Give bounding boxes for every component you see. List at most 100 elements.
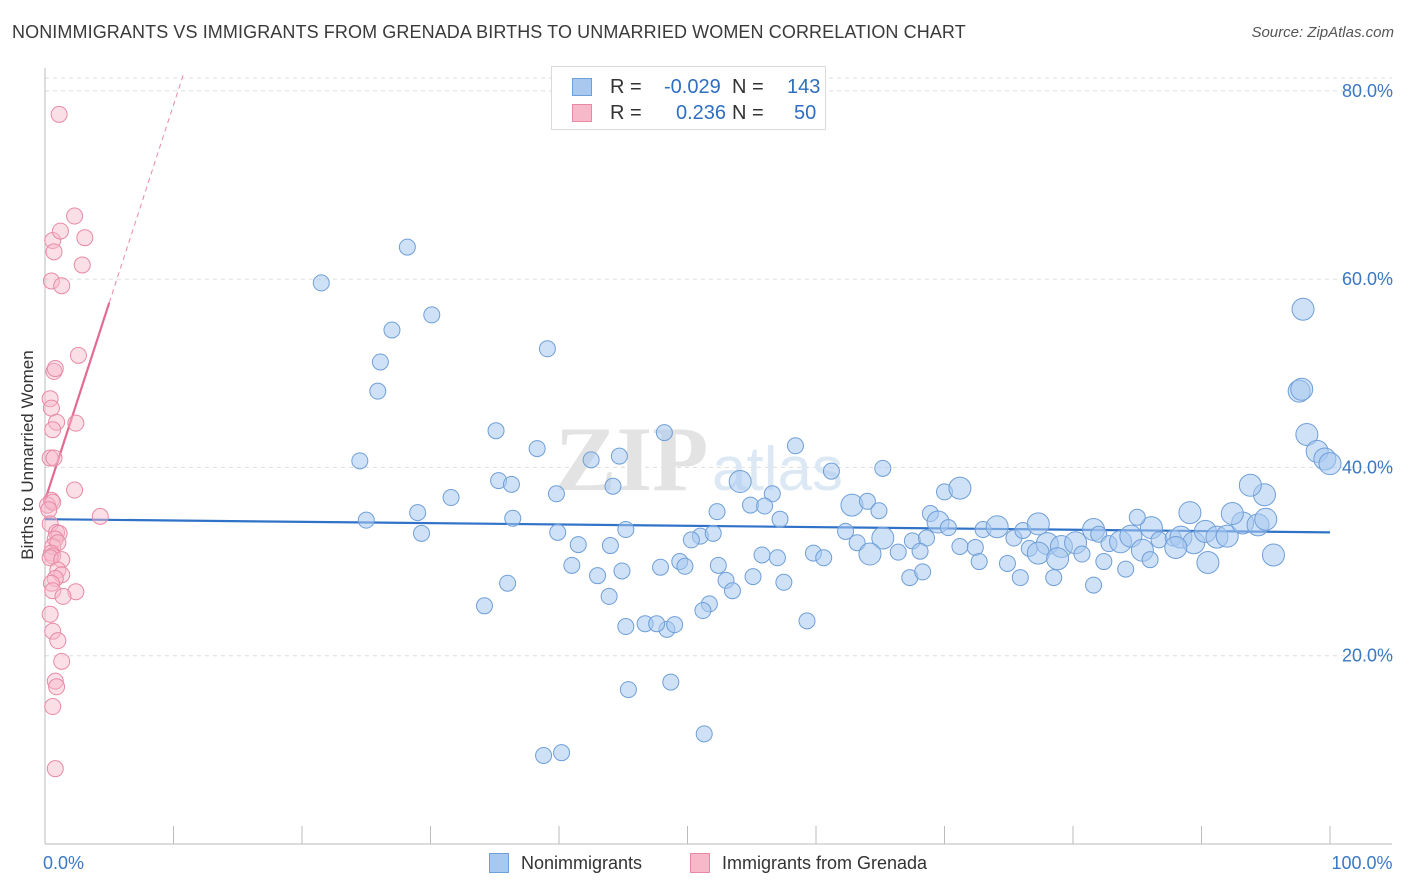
point-grenada — [41, 449, 59, 467]
point-nonimmigrants — [1141, 551, 1159, 569]
point-nonimmigrants — [798, 612, 816, 630]
point-grenada — [45, 362, 63, 380]
point-grenada — [73, 256, 91, 274]
point-nonimmigrants — [858, 542, 882, 566]
point-grenada — [67, 414, 85, 432]
point-grenada — [53, 551, 71, 569]
point-nonimmigrants — [655, 424, 673, 442]
point-grenada — [76, 229, 94, 247]
point-nonimmigrants — [756, 497, 774, 515]
point-nonimmigrants — [948, 476, 972, 500]
legend-r-label: R = — [610, 76, 642, 98]
point-nonimmigrants — [771, 510, 789, 528]
point-grenada — [69, 346, 87, 364]
point-grenada — [46, 360, 64, 378]
trend-line-grenada-extension — [108, 71, 185, 303]
point-nonimmigrants — [547, 485, 565, 503]
point-nonimmigrants — [889, 543, 907, 561]
point-grenada — [41, 605, 59, 623]
point-nonimmigrants — [357, 511, 375, 529]
point-grenada — [53, 277, 71, 295]
point-grenada — [44, 421, 62, 439]
point-grenada — [49, 632, 67, 650]
point-nonimmigrants — [351, 452, 369, 470]
point-nonimmigrants — [723, 582, 741, 600]
point-grenada — [51, 222, 69, 240]
point-grenada — [49, 534, 67, 552]
point-nonimmigrants — [600, 587, 618, 605]
point-nonimmigrants — [582, 451, 600, 469]
point-grenada — [54, 587, 72, 605]
point-nonimmigrants — [951, 537, 969, 555]
x-tick-label: 0.0% — [43, 853, 84, 873]
point-nonimmigrants — [768, 549, 786, 567]
point-nonimmigrants — [753, 546, 771, 564]
legend-swatch-nonimmigrants — [572, 78, 592, 96]
point-grenada — [44, 582, 62, 600]
point-nonimmigrants — [970, 553, 988, 571]
x-tick-label: 100.0% — [1331, 853, 1392, 873]
bottom-legend-swatch-grenada — [690, 853, 710, 873]
point-nonimmigrants — [535, 747, 553, 765]
point-nonimmigrants — [1073, 545, 1091, 563]
point-nonimmigrants — [413, 524, 431, 542]
point-grenada — [46, 760, 64, 778]
point-grenada — [66, 207, 84, 225]
point-nonimmigrants — [709, 556, 727, 574]
point-nonimmigrants — [1117, 560, 1135, 578]
point-nonimmigrants — [662, 673, 680, 691]
point-nonimmigrants — [553, 744, 571, 762]
point-nonimmigrants — [617, 618, 635, 636]
point-nonimmigrants — [617, 521, 635, 539]
point-grenada — [67, 583, 85, 601]
point-nonimmigrants — [1178, 501, 1202, 525]
point-nonimmigrants — [1164, 535, 1188, 559]
point-nonimmigrants — [1026, 541, 1050, 565]
data-points — [39, 105, 1342, 778]
watermark-zip: ZIP — [555, 408, 708, 510]
point-nonimmigrants — [704, 524, 722, 542]
point-nonimmigrants — [1095, 553, 1113, 571]
point-nonimmigrants — [504, 509, 522, 527]
point-grenada — [40, 501, 58, 519]
point-nonimmigrants — [371, 353, 389, 371]
point-nonimmigrants — [487, 422, 505, 440]
legend-swatch-grenada — [572, 104, 592, 122]
trend-lines — [43, 71, 1331, 534]
point-nonimmigrants — [939, 519, 957, 537]
point-nonimmigrants — [409, 504, 427, 522]
bottom-legend-swatch-nonimmigrants — [489, 853, 509, 873]
point-nonimmigrants — [1254, 507, 1278, 531]
point-nonimmigrants — [985, 515, 1009, 539]
legend: R = -0.029 N = 143 R = 0.236 N = 50 — [551, 66, 826, 130]
point-nonimmigrants — [1046, 547, 1070, 571]
point-nonimmigrants — [840, 493, 864, 517]
point-nonimmigrants — [1291, 297, 1315, 321]
tick-labels: 20.0% 40.0% 60.0% 80.0% 0.0% 100.0% — [43, 81, 1393, 873]
point-nonimmigrants — [1128, 508, 1146, 526]
point-grenada — [50, 105, 68, 123]
point-nonimmigrants — [652, 558, 670, 576]
point-nonimmigrants — [528, 440, 546, 458]
trend-line-grenada — [43, 302, 111, 501]
point-nonimmigrants — [1215, 524, 1239, 548]
point-nonimmigrants — [666, 616, 684, 634]
point-nonimmigrants — [694, 602, 712, 620]
point-nonimmigrants — [1085, 576, 1103, 594]
point-nonimmigrants — [728, 470, 752, 494]
point-nonimmigrants — [858, 492, 876, 510]
point-nonimmigrants — [682, 531, 700, 549]
point-grenada — [42, 272, 60, 290]
point-nonimmigrants — [648, 615, 666, 633]
point-nonimmigrants — [475, 597, 493, 615]
point-nonimmigrants — [837, 522, 855, 540]
chart-title: NONIMMIGRANTS VS IMMIGRANTS FROM GRENADA… — [12, 22, 966, 42]
point-nonimmigrants — [563, 556, 581, 574]
point-nonimmigrants — [775, 573, 793, 591]
point-grenada — [48, 678, 66, 696]
point-nonimmigrants — [911, 542, 929, 560]
bottom-legend-label: Immigrants from Grenada — [722, 853, 928, 873]
source-label: Source: ZipAtlas.com — [1251, 24, 1394, 41]
point-grenada — [53, 652, 71, 670]
